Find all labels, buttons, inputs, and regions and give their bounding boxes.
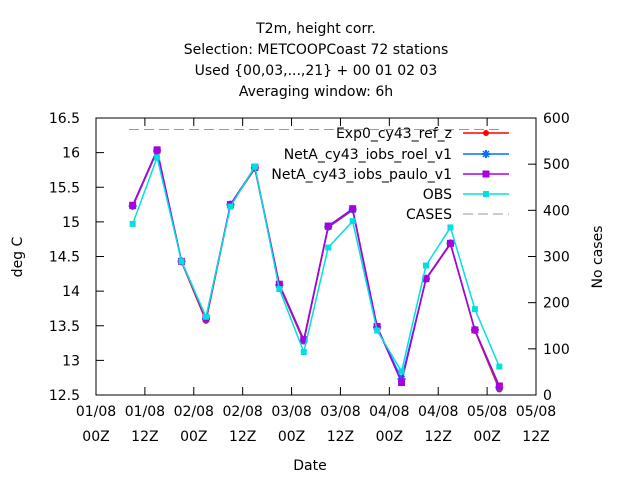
- x-axis-label: Date: [293, 458, 326, 474]
- y-tick-label: 15: [62, 215, 80, 231]
- legend-marker: [482, 170, 490, 178]
- data-point: [129, 220, 136, 227]
- legend-label: OBS: [423, 187, 452, 203]
- data-point: [446, 239, 454, 247]
- x-tick-date: 02/08: [174, 404, 214, 420]
- data-point: [300, 336, 308, 344]
- title-line-2: Selection: METCOOPCoast 72 stations: [184, 42, 449, 58]
- data-point: [471, 306, 478, 313]
- data-point: [495, 382, 503, 390]
- x-tick-hour: 12Z: [522, 429, 549, 445]
- y2-tick-label: 300: [543, 250, 570, 266]
- legend-marker: [483, 191, 489, 197]
- y-tick-label: 16: [62, 146, 80, 162]
- y2-tick-label: 200: [543, 296, 570, 312]
- data-point: [373, 322, 381, 330]
- series-line: [131, 147, 501, 387]
- series-line: [131, 154, 501, 374]
- legend-marker: [482, 150, 490, 158]
- data-point: [398, 368, 405, 375]
- y-tick-label: 16.5: [49, 111, 80, 127]
- data-point: [349, 205, 357, 213]
- x-tick-date: 03/08: [271, 404, 311, 420]
- y-tick-label: 14.5: [49, 250, 80, 266]
- legend: Exp0_cy43_ref_z NetA_cy43_iobs_roel_v1 Net…: [271, 126, 509, 223]
- data-point: [398, 379, 406, 387]
- data-point: [276, 286, 283, 293]
- data-point: [178, 258, 185, 265]
- title-line-1: T2m, height corr.: [255, 21, 376, 37]
- legend-label: NetA_cy43_iobs_paulo_v1: [271, 167, 452, 183]
- legend-marker: [483, 130, 489, 136]
- x-tick-hour: 12Z: [425, 429, 452, 445]
- x-tick-hour: 00Z: [376, 429, 403, 445]
- x-tick-hour: 12Z: [327, 429, 354, 445]
- y2-tick-label: 400: [543, 203, 570, 219]
- x-tick-date: 05/08: [516, 404, 556, 420]
- data-point: [423, 262, 429, 269]
- x-tick-hour: 00Z: [473, 429, 500, 445]
- x-tick-date: 01/08: [76, 404, 116, 420]
- data-point: [496, 363, 503, 370]
- series-OBS: [129, 154, 503, 375]
- data-point: [227, 203, 234, 210]
- y2-tick-label: 600: [543, 111, 570, 127]
- y2-tick-label: 100: [543, 342, 570, 358]
- x-tick-hour: 12Z: [229, 429, 256, 445]
- data-point: [129, 201, 137, 209]
- x-tick-hour: 00Z: [82, 429, 109, 445]
- legend-label: NetA_cy43_iobs_roel_v1: [284, 147, 452, 163]
- x-tick-hour: 00Z: [180, 429, 207, 445]
- legend-label: Exp0_cy43_ref_z: [336, 126, 452, 142]
- x-tick-date: 04/08: [369, 404, 409, 420]
- data-point: [422, 275, 430, 283]
- y-tick-label: 14: [62, 284, 80, 300]
- y-axis-label: deg C: [10, 236, 26, 277]
- data-point: [374, 327, 381, 334]
- series-layer: [128, 129, 504, 393]
- x-tick-date: 05/08: [467, 404, 507, 420]
- data-point: [447, 224, 454, 231]
- x-tick-date: 01/08: [125, 404, 165, 420]
- y-tick-label: 15.5: [49, 180, 80, 196]
- y-tick-label: 13.5: [49, 319, 80, 335]
- y-tick-label: 13: [62, 353, 80, 369]
- x-tick-hour: 12Z: [131, 429, 158, 445]
- x-tick-date: 03/08: [320, 404, 360, 420]
- title-line-4: Averaging window: 6h: [239, 84, 393, 100]
- title-line-3: Used {00,03,...,21} + 00 01 02 03: [195, 63, 438, 79]
- data-point: [154, 154, 161, 161]
- data-point: [471, 326, 479, 334]
- data-point: [251, 163, 258, 170]
- x-tick-date: 04/08: [418, 404, 458, 420]
- data-point: [203, 313, 209, 320]
- axis-ticks: 12.5 13 13.5 14 14.5 15 15.5 16 16.5 0 100 200 300 40…: [49, 111, 570, 445]
- chart-title: T2m, height corr. Selection: METCOOPCoas…: [184, 21, 449, 100]
- data-point: [349, 218, 356, 225]
- x-tick-date: 02/08: [222, 404, 262, 420]
- x-tick-hour: 00Z: [278, 429, 305, 445]
- data-point: [325, 244, 332, 251]
- y-tick-label: 12.5: [49, 388, 80, 404]
- data-point: [153, 146, 161, 154]
- y2-tick-label: 500: [543, 157, 570, 173]
- y2-tick-label: 0: [543, 388, 552, 404]
- data-point: [275, 280, 283, 288]
- y2-axis-label: No cases: [590, 226, 606, 289]
- data-point: [324, 222, 332, 230]
- legend-label: CASES: [406, 207, 452, 223]
- data-point: [300, 349, 307, 356]
